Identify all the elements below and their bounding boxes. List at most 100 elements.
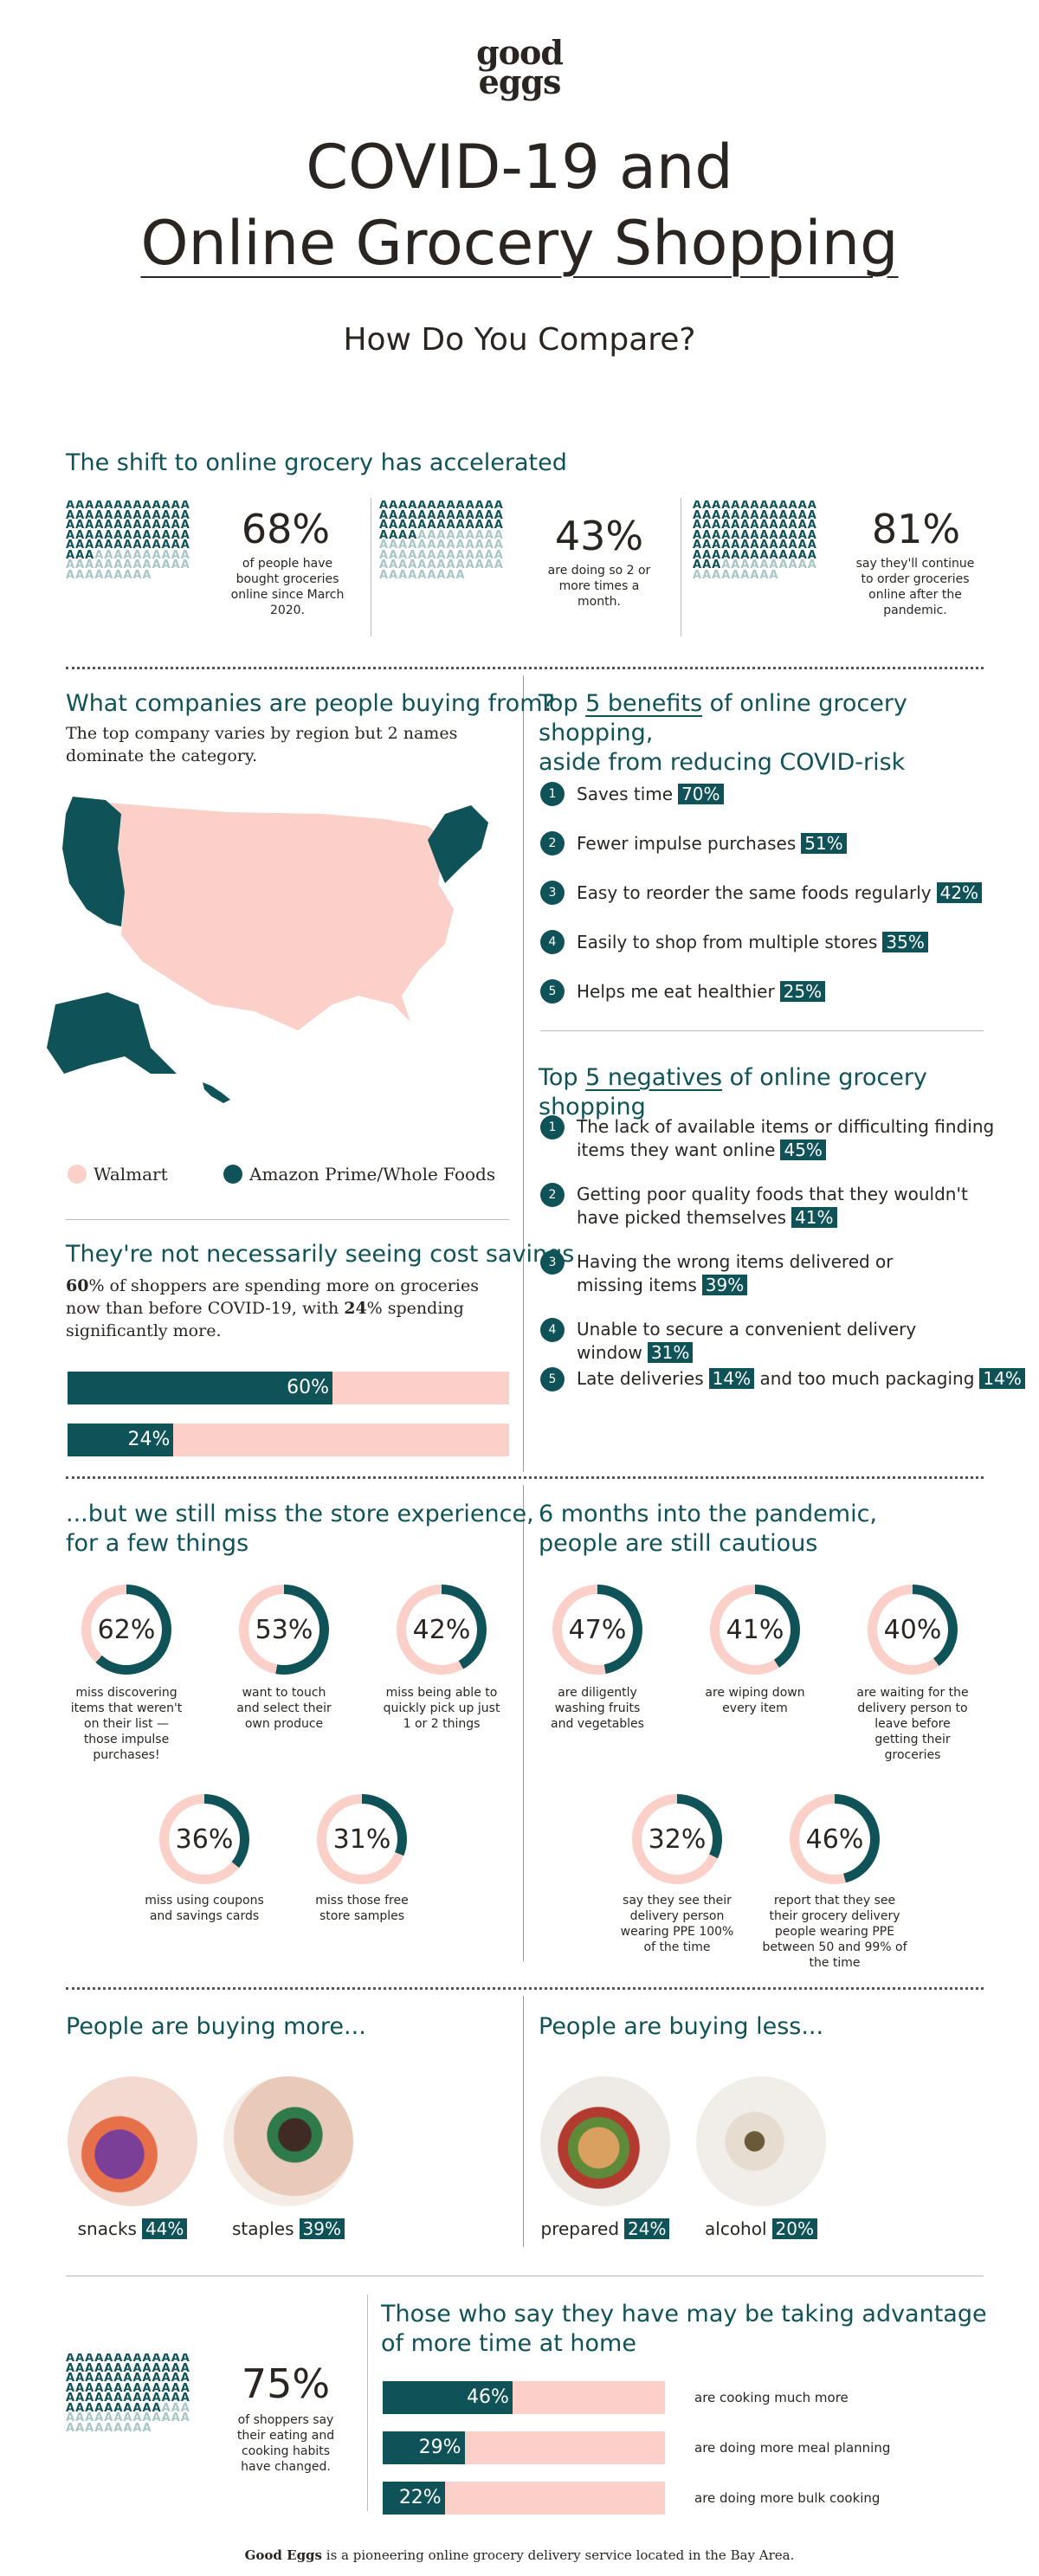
person-icon: A: [702, 539, 713, 552]
logo: good eggs: [0, 33, 1039, 99]
donut-value: 53%: [248, 1594, 319, 1665]
person-icon: A: [85, 539, 95, 552]
person-icon: A: [113, 2401, 124, 2415]
person-icon: A: [85, 548, 95, 562]
person-icon: A: [484, 519, 494, 532]
person-icon: A: [436, 528, 447, 542]
negative-pct: 14%: [708, 1368, 755, 1389]
person-icon: A: [123, 2392, 133, 2405]
person-icon: A: [807, 508, 817, 522]
person-icon: A: [750, 568, 760, 582]
person-icon: A: [759, 568, 770, 582]
person-icon: A: [180, 2392, 190, 2405]
person-icon: A: [494, 528, 504, 542]
cautious-heading: 6 months into the pandemic, people are st…: [539, 1500, 877, 1559]
footer: Good Eggs is a pioneering online grocery…: [0, 2547, 1039, 2563]
person-icon: A: [123, 519, 133, 532]
person-icon: A: [161, 2353, 171, 2365]
person-icon: A: [721, 508, 732, 522]
person-icon: A: [778, 558, 789, 571]
person-icon: A: [104, 2381, 114, 2395]
person-icon: A: [446, 519, 456, 532]
person-icon: A: [152, 508, 162, 522]
negative-row: 1 The lack of available items or difficul…: [540, 1115, 1034, 1183]
donut-36: 36%: [159, 1794, 249, 1884]
person-icon: A: [132, 2411, 143, 2424]
person-icon: A: [474, 548, 485, 562]
divider: [540, 1030, 984, 1031]
person-icon: A: [379, 500, 390, 512]
donut-label: miss discovering items that weren't on t…: [70, 1686, 183, 1762]
habits-heading-line1: Those who say they have may be taking ad…: [381, 2301, 987, 2327]
person-icon: A: [788, 548, 798, 562]
person-icon: A: [104, 2361, 114, 2375]
person-icon: A: [180, 2401, 190, 2415]
person-icon: A: [455, 558, 466, 571]
donut-53: 53%: [239, 1585, 329, 1675]
habits-heading-line2: of more time at home: [381, 2330, 636, 2357]
benefit-number: 1: [540, 781, 565, 806]
amazon-west-coast: [62, 797, 125, 926]
person-icon: A: [94, 2353, 105, 2365]
person-icon: A: [161, 2381, 171, 2395]
people-icon-grid-75: AAAAAAAAAAAAAAAAAAAAAAAAAAAAAAAAAAAAAAAA…: [66, 2353, 196, 2485]
person-icon: A: [408, 519, 418, 532]
person-icon: A: [75, 568, 86, 582]
person-icon: A: [85, 519, 95, 532]
stat-43-text: are doing so 2 or more times a month.: [547, 564, 651, 609]
person-icon: A: [123, 568, 133, 582]
person-icon: A: [171, 2372, 181, 2385]
negatives-heading: Top 5 negatives of online grocery shoppi…: [539, 1063, 1023, 1122]
person-icon: A: [66, 2381, 76, 2395]
person-icon: A: [152, 500, 162, 512]
person-icon: A: [398, 548, 409, 562]
buying-less-heading: People are buying less...: [539, 2013, 824, 2040]
person-icon: A: [417, 539, 428, 552]
staples-pct: 39%: [299, 2218, 345, 2239]
person-icon: A: [142, 2353, 152, 2365]
person-icon: A: [788, 519, 798, 532]
person-icon: A: [693, 558, 703, 571]
person-icon: A: [132, 2372, 143, 2385]
donut-label: say they see their delivery person weari…: [620, 1894, 734, 1954]
person-icon: A: [740, 500, 751, 512]
negative-text-line1: Having the wrong items delivered or: [577, 1251, 894, 1272]
person-icon: A: [142, 2372, 152, 2385]
person-icon: A: [389, 548, 399, 562]
logo-line1: good: [476, 33, 564, 72]
person-icon: A: [807, 558, 817, 571]
cost-text: 60% of shoppers are spending more on gro…: [66, 1275, 499, 1342]
person-icon: A: [152, 558, 162, 571]
person-icon: A: [494, 558, 504, 571]
benefit-number: 3: [540, 880, 565, 905]
person-icon: A: [171, 2392, 181, 2405]
footer-brand: Good Eggs: [244, 2547, 322, 2563]
person-icon: A: [94, 2361, 105, 2375]
person-icon: A: [474, 539, 485, 552]
person-icon: A: [104, 2421, 114, 2435]
prepared-label: prepared 24%: [540, 2218, 670, 2239]
person-icon: A: [740, 558, 751, 571]
person-icon: A: [436, 500, 447, 512]
companies-text: The top company varies by region but 2 n…: [66, 724, 458, 765]
person-icon: A: [132, 2361, 143, 2375]
person-icon: A: [398, 528, 409, 542]
person-icon: A: [113, 2361, 124, 2375]
snacks-text: snacks: [77, 2218, 137, 2239]
person-icon: A: [66, 2392, 76, 2405]
buying-more-heading: People are buying more...: [66, 2013, 366, 2040]
person-icon: A: [152, 539, 162, 552]
benefit-row: 1 Saves time 70%: [540, 769, 1025, 818]
person-icon: A: [788, 500, 798, 512]
divider: [367, 2295, 368, 2511]
person-icon: A: [85, 2353, 95, 2365]
person-icon: A: [750, 528, 760, 542]
person-icon: A: [788, 528, 798, 542]
person-icon: A: [494, 500, 504, 512]
person-icon: A: [721, 558, 732, 571]
person-icon: A: [769, 568, 779, 582]
negatives-heading-pre: Top: [539, 1064, 586, 1091]
person-icon: A: [712, 568, 722, 582]
donut-label: miss being able to quickly pick up just …: [383, 1686, 500, 1731]
person-icon: A: [66, 2353, 76, 2365]
